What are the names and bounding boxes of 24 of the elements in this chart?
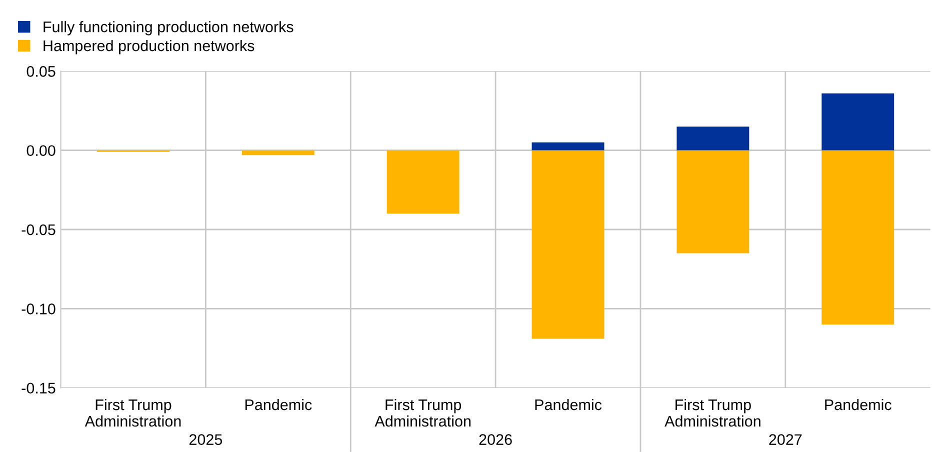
legend-label: Hampered production networks (44, 40, 254, 54)
x-tick-label: Pandemic (825, 398, 892, 410)
text: 2027 (769, 434, 802, 445)
bar (532, 142, 604, 150)
text: 2026 (479, 434, 512, 445)
x-tick-label: First Trump Administration (664, 398, 760, 427)
x-tick-label: Pandemic (535, 398, 602, 410)
y-tick-label: -0.10 (22, 304, 56, 314)
y-tick-label: 0.00 (26, 145, 56, 156)
bar (242, 150, 314, 156)
bar (386, 150, 460, 214)
y-tick-label: -0.15 (22, 382, 56, 394)
bar (676, 150, 750, 254)
x-tick-label: First Trump Administration (84, 398, 181, 427)
text: 2025 (189, 434, 222, 445)
x-tick-label: First Trump Administration (374, 398, 470, 427)
y-tick-label: 0.05 (26, 66, 56, 77)
bar (822, 150, 894, 325)
bar (532, 150, 604, 339)
bar (822, 93, 894, 150)
x-tick-label: Pandemic (245, 398, 312, 410)
bar (676, 126, 750, 150)
legend-label: Fully functioning production networks (44, 21, 294, 36)
y-tick-label: -0.05 (22, 224, 56, 236)
